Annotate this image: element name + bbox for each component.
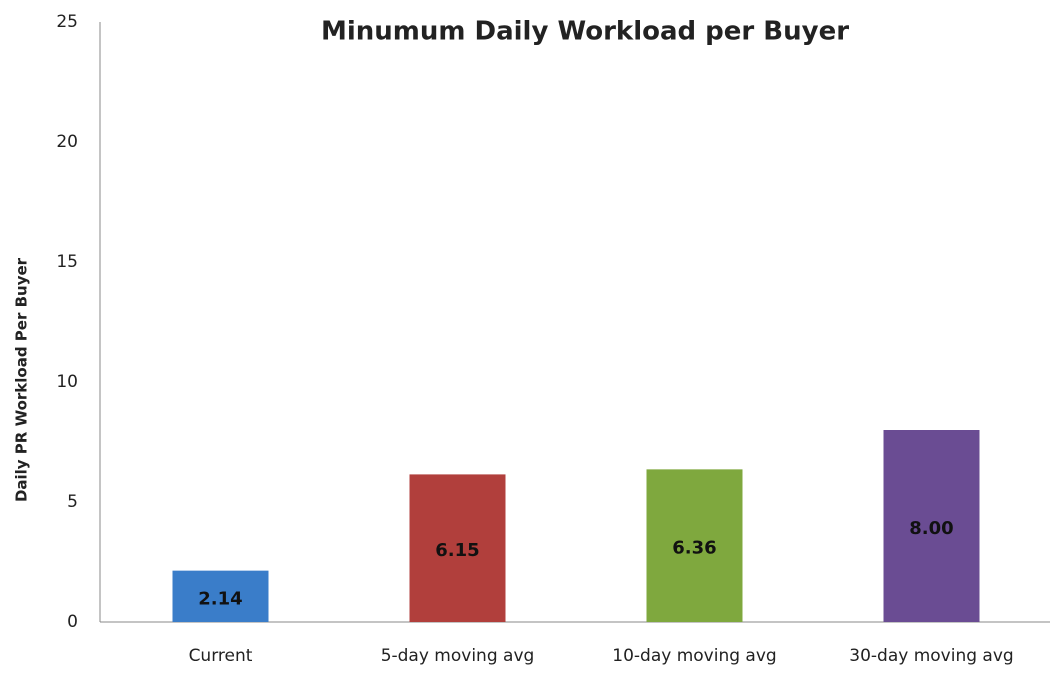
y-tick-label: 20 [56, 132, 78, 152]
y-tick-label: 15 [56, 252, 78, 272]
y-tick-label: 25 [56, 12, 78, 32]
value-label: 6.36 [672, 538, 716, 559]
chart-title: Minumum Daily Workload per Buyer [321, 17, 849, 47]
x-tick-label: 5-day moving avg [381, 646, 535, 666]
y-axis-label: Daily PR Workload Per Buyer [13, 257, 31, 502]
value-label: 2.14 [198, 588, 242, 609]
bar [883, 430, 980, 622]
x-tick-label: Current [189, 646, 253, 666]
bar [646, 469, 743, 622]
y-tick-label: 10 [56, 372, 78, 392]
x-tick-label: 10-day moving avg [612, 646, 776, 666]
y-tick-label: 5 [67, 492, 78, 512]
bar [172, 570, 269, 622]
x-tick-label: 30-day moving avg [849, 646, 1013, 666]
y-tick-label: 0 [67, 612, 78, 632]
value-label: 8.00 [909, 518, 953, 539]
value-label: 6.15 [435, 540, 479, 561]
bar [409, 474, 506, 622]
